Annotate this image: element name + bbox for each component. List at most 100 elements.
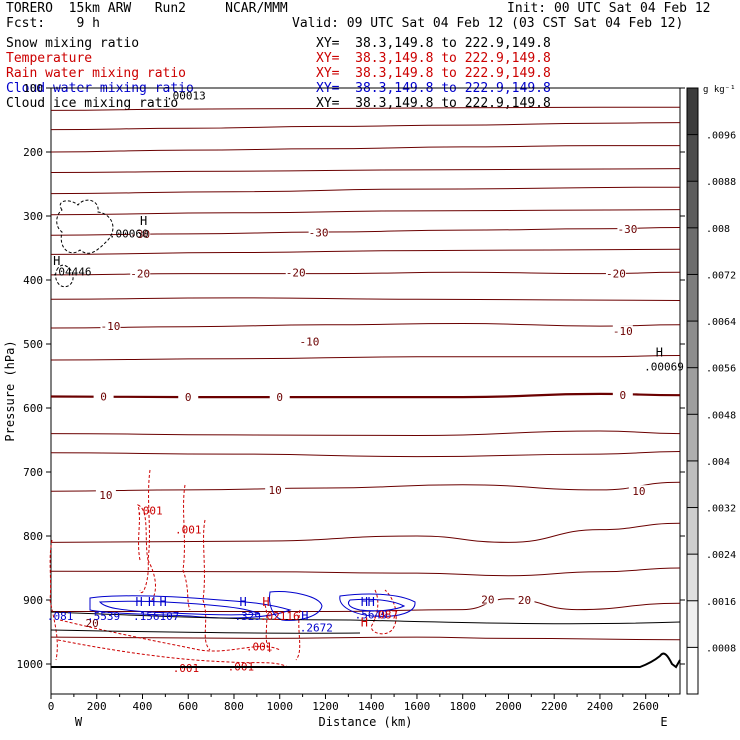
contour-label: 0 bbox=[620, 389, 627, 402]
colorbar-tick-label: .0008 bbox=[706, 643, 736, 654]
rain-contour bbox=[147, 469, 156, 601]
max-marker: H bbox=[361, 595, 368, 609]
snow-contour bbox=[50, 629, 361, 634]
x-tick-label: 1600 bbox=[404, 700, 431, 713]
temperature-contour bbox=[50, 106, 680, 111]
rain-contour bbox=[182, 484, 191, 611]
max-marker: H bbox=[140, 214, 147, 228]
contour-label: -30 bbox=[617, 223, 637, 236]
field-label-cloud-ice: Cloud ice mixing ratio bbox=[6, 96, 179, 111]
rain-contour bbox=[370, 589, 397, 635]
y-tick-label: 100 bbox=[23, 82, 43, 95]
max-value-label: .00013 bbox=[166, 90, 206, 103]
cloud-water-contour bbox=[98, 600, 261, 616]
field-label-temperature: Temperature bbox=[6, 51, 93, 66]
max-value-label: .156107 bbox=[133, 610, 179, 623]
rain-label: .001 bbox=[173, 662, 200, 675]
valid-time: Valid: 09 UTC Sat 04 Feb 12 (03 CST Sat … bbox=[292, 16, 684, 31]
x-tick-label: 2000 bbox=[495, 700, 522, 713]
max-value-label: .329 bbox=[234, 610, 261, 623]
contour-label: -10 bbox=[613, 325, 633, 338]
y-tick-label: 500 bbox=[23, 338, 43, 351]
cloud-ice-contour bbox=[56, 199, 114, 254]
max-value-label: .00060 bbox=[109, 227, 149, 240]
colorbar-tick-label: .0064 bbox=[706, 317, 736, 328]
x-tick-label: 400 bbox=[133, 700, 153, 713]
contour-label-bg bbox=[299, 335, 320, 347]
cloud-water-contour bbox=[269, 591, 323, 621]
contour-label: -30 bbox=[309, 227, 329, 240]
colorbar-tick-label: .0088 bbox=[706, 177, 736, 188]
temperature-contour bbox=[50, 392, 681, 399]
max-value-label: .5649 bbox=[355, 609, 388, 622]
contour-label-bg bbox=[95, 489, 116, 501]
temperature-contour bbox=[50, 481, 681, 492]
max-marker: H bbox=[656, 345, 663, 359]
model-title: TORERO 15km ARW Run2 NCAR/MMM bbox=[6, 1, 288, 16]
field-xy-snow: XY= 38.3,149.8 to 222.9,149.8 bbox=[316, 36, 551, 51]
colorbar-tick-label: .0096 bbox=[706, 131, 736, 142]
x-axis-title: Distance (km) bbox=[319, 715, 413, 729]
isotherm bbox=[50, 567, 681, 577]
contour-label-bg bbox=[514, 594, 535, 605]
contour-label-bg bbox=[82, 617, 103, 629]
max-marker: H bbox=[262, 595, 269, 609]
temperature-contour bbox=[50, 227, 681, 236]
contour-label-bg bbox=[308, 226, 329, 238]
y-tick-label: 200 bbox=[23, 146, 43, 159]
colorbar-bin bbox=[687, 367, 698, 415]
y-tick-label: 1000 bbox=[17, 658, 44, 671]
contour-label-bg bbox=[605, 267, 626, 279]
x-tick-label: 600 bbox=[178, 700, 198, 713]
max-marker: H bbox=[53, 254, 60, 268]
rain-label: .001 bbox=[136, 504, 163, 517]
contour-label-bg bbox=[477, 593, 498, 605]
forecast-hour: Fcst: 9 h bbox=[6, 16, 100, 31]
contour-label: -20 bbox=[606, 268, 626, 281]
field-label-snow: Snow mixing ratio bbox=[6, 36, 140, 51]
rain-contour bbox=[59, 619, 281, 652]
isotherm bbox=[50, 297, 681, 301]
max-marker: H bbox=[240, 595, 247, 609]
colorbar-tick-label: .0072 bbox=[706, 270, 736, 281]
rain-contour bbox=[137, 504, 149, 593]
y-tick-label: 400 bbox=[23, 274, 43, 287]
contour-label: 0 bbox=[100, 390, 107, 403]
rain-contour bbox=[295, 609, 301, 661]
y-axis-title: Pressure (hPa) bbox=[3, 340, 17, 441]
colorbar-bin bbox=[687, 274, 698, 322]
contour-label: 10 bbox=[269, 484, 282, 497]
contour-label: -10 bbox=[300, 335, 320, 348]
max-value-label: .087 bbox=[372, 609, 399, 622]
contour-label-bg bbox=[93, 390, 114, 402]
isotherm bbox=[50, 209, 681, 216]
contour-label: 20 bbox=[86, 617, 99, 630]
colorbar-tick-label: .0032 bbox=[706, 504, 736, 515]
field-xy-rain: XY= 38.3,149.8 to 222.9,149.8 bbox=[316, 66, 551, 81]
cloud-ice-contour bbox=[55, 264, 74, 288]
rain-contour bbox=[57, 639, 291, 669]
colorbar-bin bbox=[687, 227, 698, 275]
isotherm bbox=[50, 522, 681, 543]
colorbar-frame bbox=[686, 87, 699, 695]
max-value-label: .02116 bbox=[260, 610, 300, 623]
max-value-label: .04446 bbox=[52, 266, 92, 279]
rain-contour bbox=[49, 539, 58, 661]
colorbar-tick-label: .008 bbox=[706, 224, 730, 235]
cloud-water-contour bbox=[89, 595, 292, 619]
x-tick-label: 200 bbox=[87, 700, 107, 713]
colorbar-bin bbox=[687, 181, 698, 228]
contour-label: -20 bbox=[130, 268, 150, 281]
max-value-label: .081 bbox=[47, 610, 74, 623]
contour-label: 0 bbox=[185, 391, 192, 404]
colorbar-tick-label: .0016 bbox=[706, 597, 736, 608]
temperature-contour bbox=[50, 122, 681, 131]
max-value-label: .00069 bbox=[644, 360, 684, 373]
temperature-contour bbox=[50, 271, 681, 276]
x-tick-label: 2200 bbox=[541, 700, 568, 713]
contour-label: 10 bbox=[632, 485, 645, 498]
temperature-contour bbox=[50, 145, 680, 153]
init-time: Init: 00 UTC Sat 04 Feb 12 bbox=[507, 1, 711, 16]
contour-label-bg bbox=[130, 227, 151, 239]
